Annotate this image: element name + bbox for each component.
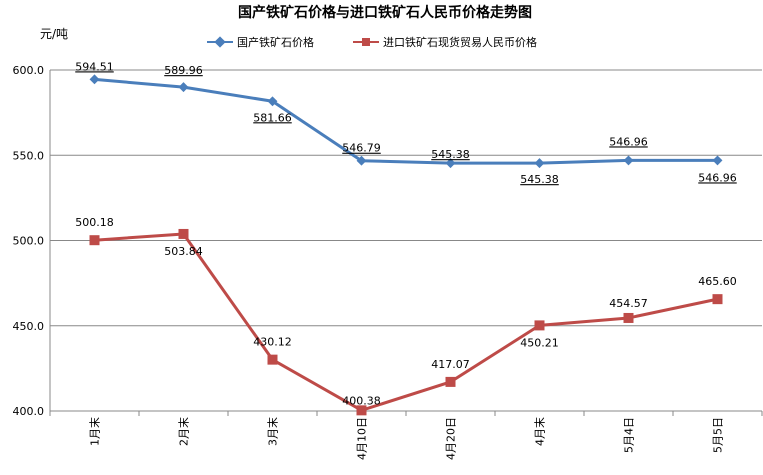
data-label-import: 450.21 [520,336,559,349]
y-tick-label: 400.0 [13,405,45,418]
x-tick-label: 4月末 [533,417,547,446]
data-point-import [267,354,278,365]
x-tick-label: 2月末 [177,417,191,446]
data-point-import [89,235,100,246]
y-tick-label: 450.0 [13,320,45,333]
data-point-import [445,376,456,387]
x-tick-label: 4月20日 [445,417,458,460]
legend-marker-import [362,38,370,46]
plot-area: 400.0 450.0 500.0 550.0 600.0 1月末 2月末 3月末 4月10日 4… [13,60,763,460]
y-tick-label: 550.0 [13,149,45,162]
data-point-import [534,320,545,331]
legend-marker-domestic [214,36,226,48]
data-point-domestic [623,155,634,166]
y-tick-label: 500.0 [13,235,45,248]
data-point-domestic [445,158,456,169]
y-tick-label: 600.0 [13,64,45,77]
chart-title: 国产铁矿石价格与进口铁矿石人民币价格走势图 [238,4,532,21]
x-tick-label: 3月末 [266,417,280,446]
data-point-domestic [89,74,100,85]
x-tick-label: 1月末 [88,417,102,446]
data-label-import: 454.57 [609,297,648,310]
data-point-domestic [178,82,189,93]
data-label-domestic: 581.66 [253,111,292,124]
data-point-import [356,405,367,416]
data-point-import [178,228,189,239]
legend-label-domestic: 国产铁矿石价格 [237,35,314,49]
legend: 国产铁矿石价格 进口铁矿石现货贸易人民币价格 [207,35,537,49]
data-label-import: 503.84 [164,245,203,258]
data-label-import: 500.18 [75,216,114,229]
series-line-domestic [94,77,718,165]
legend-label-import: 进口铁矿石现货贸易人民币价格 [383,35,537,49]
x-tick-label: 5月5日 [712,417,725,453]
data-point-domestic [712,155,723,166]
data-label-domestic: 594.51 [75,60,114,73]
data-point-domestic [534,158,545,169]
data-point-domestic [356,155,367,166]
data-label-domestic: 546.79 [342,142,381,155]
x-tick-label: 5月4日 [623,417,636,453]
data-label-import: 465.60 [698,275,737,288]
data-label-import: 400.38 [342,394,381,407]
data-label-domestic: 545.38 [431,148,470,161]
series-line-import [94,232,718,412]
data-label-import: 430.12 [253,336,292,349]
x-tick-label: 4月10日 [356,417,369,460]
data-label-domestic: 546.96 [609,135,648,148]
data-label-domestic: 545.38 [520,173,559,186]
data-label-import: 417.07 [431,358,470,371]
y-axis-unit: 元/吨 [40,27,68,41]
data-label-domestic: 589.96 [164,64,203,77]
data-point-import [623,312,634,323]
data-point-import [712,294,723,305]
data-label-domestic: 546.96 [698,171,737,184]
